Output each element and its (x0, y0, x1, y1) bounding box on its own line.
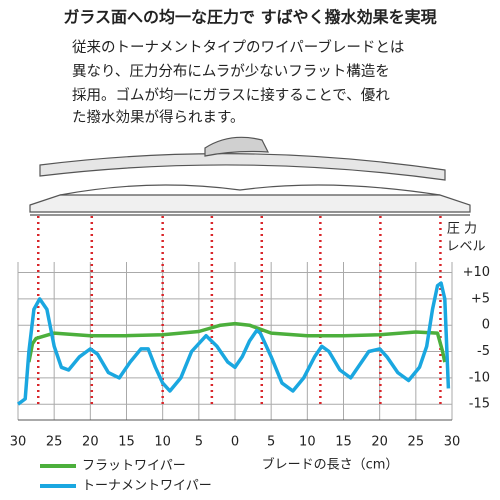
x-tick-label: 25 (408, 435, 425, 450)
y-axis-title: 圧 力 (447, 222, 477, 237)
legend-label: フラットワイパー (82, 459, 186, 474)
x-tick-label: 10 (299, 435, 316, 450)
legend-label: トーナメントワイパー (82, 479, 212, 494)
y-tick-label: +10 (463, 265, 490, 280)
description-line: た撥水効果が得られます。 (72, 109, 245, 126)
description-line: 採用。ゴムが均一にガラスに接することで、優れ (72, 86, 390, 104)
description-line: 異なり、圧力分布にムラが少ないフラット構造を (72, 63, 390, 80)
x-tick-label: 30 (444, 435, 461, 450)
x-tick-label: 25 (46, 435, 63, 450)
y-tick-label: -10 (469, 370, 490, 385)
y-axis-title: レベル (446, 240, 485, 255)
description-line: 従来のトーナメントタイプのワイパーブレードとは (72, 38, 404, 56)
x-tick-label: 0 (231, 435, 239, 450)
x-tick-label: 10 (154, 435, 171, 450)
x-tick-label: 15 (335, 435, 352, 450)
title: ガラス面への均一な圧力で すばやく撥水効果を実現 (63, 8, 436, 27)
y-tick-label: 0 (482, 318, 490, 333)
x-tick-label: 5 (195, 435, 203, 450)
y-tick-label: -15 (469, 397, 490, 412)
y-tick-label: -5 (477, 344, 490, 359)
x-axis-title: ブレードの長さ（cm） (262, 457, 399, 473)
series-line (27, 321, 447, 363)
x-tick-label: 20 (82, 435, 99, 450)
blade-illustration (29, 136, 471, 216)
x-tick-label: 15 (118, 435, 135, 450)
x-tick-label: 20 (371, 435, 388, 450)
x-tick-label: 30 (10, 435, 27, 450)
x-tick-label: 5 (267, 435, 275, 450)
series-line (16, 281, 451, 406)
y-tick-label: +5 (471, 291, 490, 306)
